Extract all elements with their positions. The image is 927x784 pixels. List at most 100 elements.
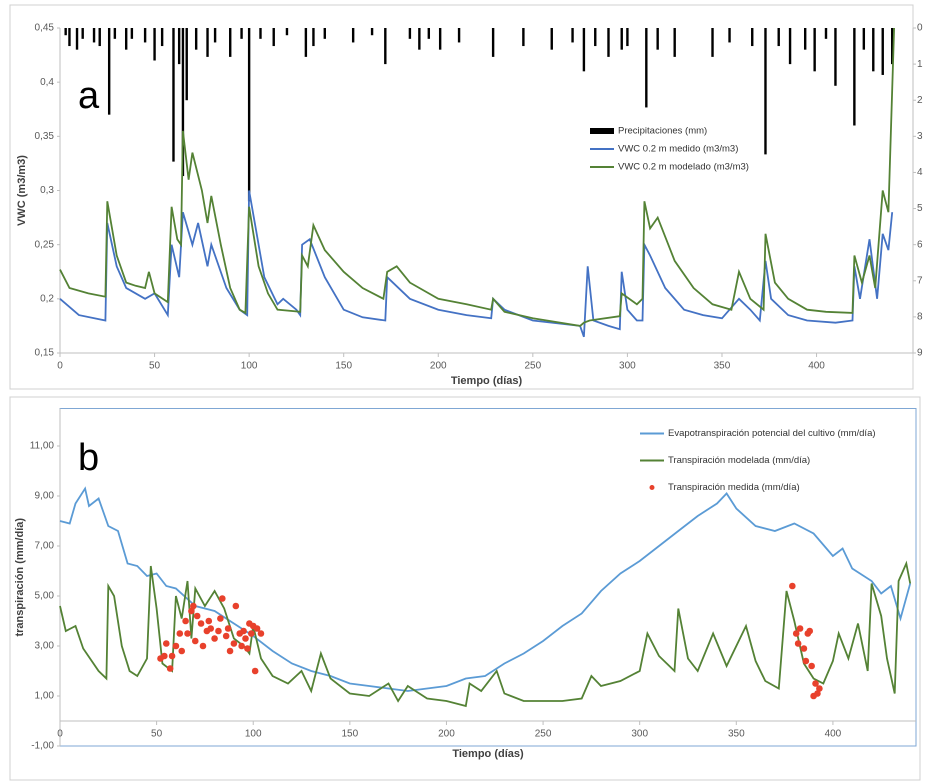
point — [184, 630, 191, 637]
bar — [427, 28, 431, 39]
point — [247, 630, 255, 637]
bar — [285, 28, 289, 36]
bar — [890, 28, 894, 65]
bar — [607, 28, 610, 57]
y-tick-label: 9,00 — [35, 491, 55, 502]
y-axis-title: VWC (m3/m3) — [16, 155, 28, 226]
bar — [711, 28, 714, 57]
x-tick-label: 200 — [438, 729, 455, 740]
y2-tick-label: 1 — [917, 59, 923, 70]
bar — [206, 28, 209, 57]
point — [251, 667, 259, 675]
point — [215, 627, 222, 635]
point — [792, 630, 800, 637]
bar — [130, 28, 134, 39]
bar — [834, 28, 837, 86]
y2-tick-label: 9 — [917, 348, 923, 359]
y-tick-label: 1,00 — [35, 691, 55, 702]
y2-tick-label: 2 — [917, 95, 923, 106]
y-tick-label: 11,00 — [30, 441, 55, 452]
y2-tick-label: 5 — [917, 203, 923, 214]
bar — [571, 28, 574, 43]
x-tick-label: 0 — [57, 729, 63, 740]
bar — [92, 28, 96, 43]
legend-swatch — [649, 485, 655, 490]
bar — [491, 28, 495, 57]
bar — [728, 28, 731, 43]
x-tick-label: 0 — [57, 361, 63, 372]
point — [816, 685, 823, 692]
point — [796, 625, 804, 632]
x-tick-label: 300 — [619, 361, 636, 372]
y-tick-label: 3,00 — [35, 641, 55, 652]
x-axis-title: Tiempo (días) — [451, 375, 523, 387]
legend-label: Transpiración medida (mm/día) — [668, 482, 800, 493]
bar — [113, 28, 117, 39]
point — [161, 652, 168, 660]
legend-label: Precipitaciones (mm) — [618, 126, 707, 137]
bar — [185, 28, 188, 101]
bar — [81, 28, 84, 39]
bar — [881, 28, 884, 75]
x-tick-label: 50 — [151, 729, 163, 740]
point — [789, 582, 796, 590]
bar — [229, 28, 232, 57]
point — [188, 607, 195, 615]
bar — [312, 28, 315, 47]
bar — [124, 28, 128, 50]
bar — [418, 28, 421, 50]
panel-frame — [9, 4, 914, 390]
y-tick-label: 0,3 — [40, 185, 54, 196]
y2-tick-label: 6 — [917, 239, 923, 250]
bar — [764, 28, 767, 155]
bar — [153, 28, 156, 61]
point — [172, 642, 180, 650]
bar — [160, 28, 164, 47]
x-tick-label: 150 — [341, 729, 358, 740]
point — [257, 630, 265, 637]
y-tick-label: 0,2 — [40, 293, 54, 304]
bar — [872, 28, 875, 72]
bar — [457, 28, 461, 43]
bar — [582, 28, 586, 72]
point — [812, 680, 819, 687]
y2-tick-label: 3 — [917, 131, 923, 142]
bar — [304, 28, 308, 57]
point — [800, 645, 808, 652]
legend-label: VWC 0.2 m medido (m3/m3) — [618, 144, 738, 155]
point — [814, 690, 821, 697]
bar — [594, 28, 597, 47]
legend-label: VWC 0.2 m modelado (m3/m3) — [618, 162, 749, 173]
x-tick-label: 150 — [335, 361, 352, 372]
bar — [384, 28, 387, 65]
point — [166, 665, 174, 672]
bar — [272, 28, 275, 47]
point — [199, 642, 207, 650]
bar — [751, 28, 754, 47]
point — [242, 635, 249, 642]
panel-label: b — [78, 437, 99, 479]
point — [168, 652, 176, 660]
point — [217, 615, 224, 622]
x-tick-label: 100 — [241, 361, 258, 372]
bar — [522, 28, 525, 47]
bar — [813, 28, 816, 72]
bar — [64, 28, 67, 36]
y-tick-label: 5,00 — [35, 591, 55, 602]
bar — [656, 28, 659, 50]
bar — [673, 28, 676, 57]
bar — [259, 28, 262, 39]
line — [59, 190, 894, 338]
y-tick-label: 0,35 — [35, 131, 55, 142]
x-tick-label: 350 — [714, 361, 731, 372]
bar — [213, 28, 217, 43]
bar — [408, 28, 412, 39]
y2-tick-label: 0 — [917, 23, 923, 34]
y2-tick-label: 4 — [917, 167, 923, 178]
bar — [323, 28, 326, 39]
point — [193, 612, 201, 620]
point — [178, 647, 186, 655]
x-tick-label: 400 — [808, 361, 825, 372]
bar — [351, 28, 355, 43]
